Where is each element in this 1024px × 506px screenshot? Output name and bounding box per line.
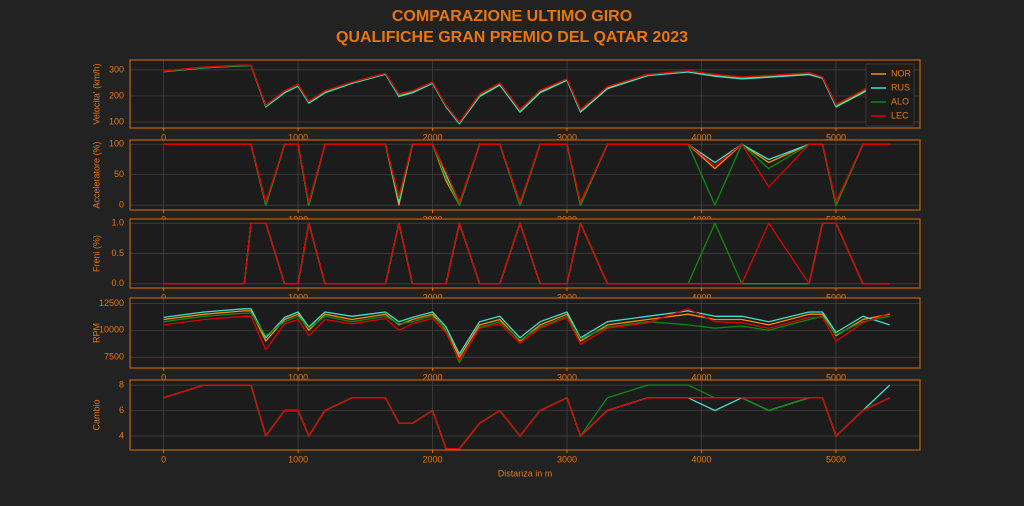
y-axis-label: Cambio: [91, 399, 101, 430]
x-tick-label: 2000: [423, 292, 443, 302]
x-tick-label: 1000: [288, 132, 308, 142]
y-tick-label: 0.0: [111, 278, 124, 288]
x-axis-label: Distanza in m: [498, 468, 553, 478]
x-tick-label: 0: [161, 292, 166, 302]
series-line: [163, 310, 890, 358]
series-line: [163, 312, 890, 364]
y-tick-label: 50: [114, 169, 124, 179]
y-tick-label: 1.0: [111, 218, 124, 228]
y-tick-label: 6: [119, 405, 124, 415]
x-tick-label: 4000: [691, 132, 711, 142]
y-tick-label: 0.5: [111, 248, 124, 258]
x-tick-label: 1000: [288, 372, 308, 382]
series-line: [163, 308, 890, 362]
x-tick-label: 5000: [826, 372, 846, 382]
plot-frame: [129, 297, 921, 369]
x-tick-label: 4000: [691, 372, 711, 382]
x-tick-label: 2000: [423, 372, 443, 382]
x-tick-label: 3000: [557, 132, 577, 142]
x-tick-label: 2000: [423, 132, 443, 142]
y-tick-label: 8: [119, 379, 124, 389]
y-tick-label: 10000: [99, 325, 124, 335]
y-tick-label: 200: [109, 90, 124, 100]
x-tick-label: 5000: [826, 132, 846, 142]
y-tick-label: 4: [119, 430, 124, 440]
x-tick-label: 2000: [423, 454, 443, 464]
y-axis-label: Acceleratore (%): [91, 141, 101, 208]
series-line: [163, 384, 890, 450]
x-tick-label: 4000: [691, 292, 711, 302]
series-line: [163, 64, 891, 123]
legend-label: ALO: [891, 96, 909, 106]
series-line: [163, 222, 890, 285]
series-line: [163, 308, 890, 355]
y-tick-label: 100: [109, 139, 124, 149]
plot-frame: [129, 139, 921, 211]
plot-frame: [129, 218, 921, 289]
x-tick-label: 0: [161, 454, 166, 464]
y-axis-label: Freni (%): [91, 235, 101, 272]
y-tick-label: 100: [109, 116, 124, 126]
y-tick-label: 0: [119, 200, 124, 210]
x-tick-label: 3000: [557, 372, 577, 382]
y-tick-label: 300: [109, 64, 124, 74]
y-axis-label: Velocita' (km/h): [91, 63, 101, 124]
chart-subtitle: QUALIFICHE GRAN PREMIO DEL QATAR 2023: [336, 29, 688, 46]
series-line: [163, 64, 891, 125]
y-tick-label: 7500: [104, 352, 124, 362]
x-tick-label: 5000: [826, 292, 846, 302]
legend-label: LEC: [891, 110, 909, 120]
legend-label: NOR: [891, 68, 912, 78]
x-tick-label: 0: [161, 132, 166, 142]
x-tick-label: 3000: [557, 292, 577, 302]
legend-label: RUS: [891, 82, 910, 92]
x-tick-label: 0: [161, 372, 166, 382]
plot-area: [130, 380, 920, 450]
y-tick-label: 12500: [99, 298, 124, 308]
x-tick-label: 1000: [288, 292, 308, 302]
series-line: [163, 143, 890, 203]
x-tick-label: 3000: [557, 454, 577, 464]
x-tick-label: 4000: [691, 454, 711, 464]
x-tick-label: 5000: [826, 454, 846, 464]
plot-frame: [129, 379, 921, 451]
chart-title: COMPARAZIONE ULTIMO GIRO: [392, 8, 632, 25]
x-tick-label: 1000: [288, 454, 308, 464]
y-axis-label: RPM: [91, 323, 101, 343]
plot-frame: [129, 59, 921, 129]
